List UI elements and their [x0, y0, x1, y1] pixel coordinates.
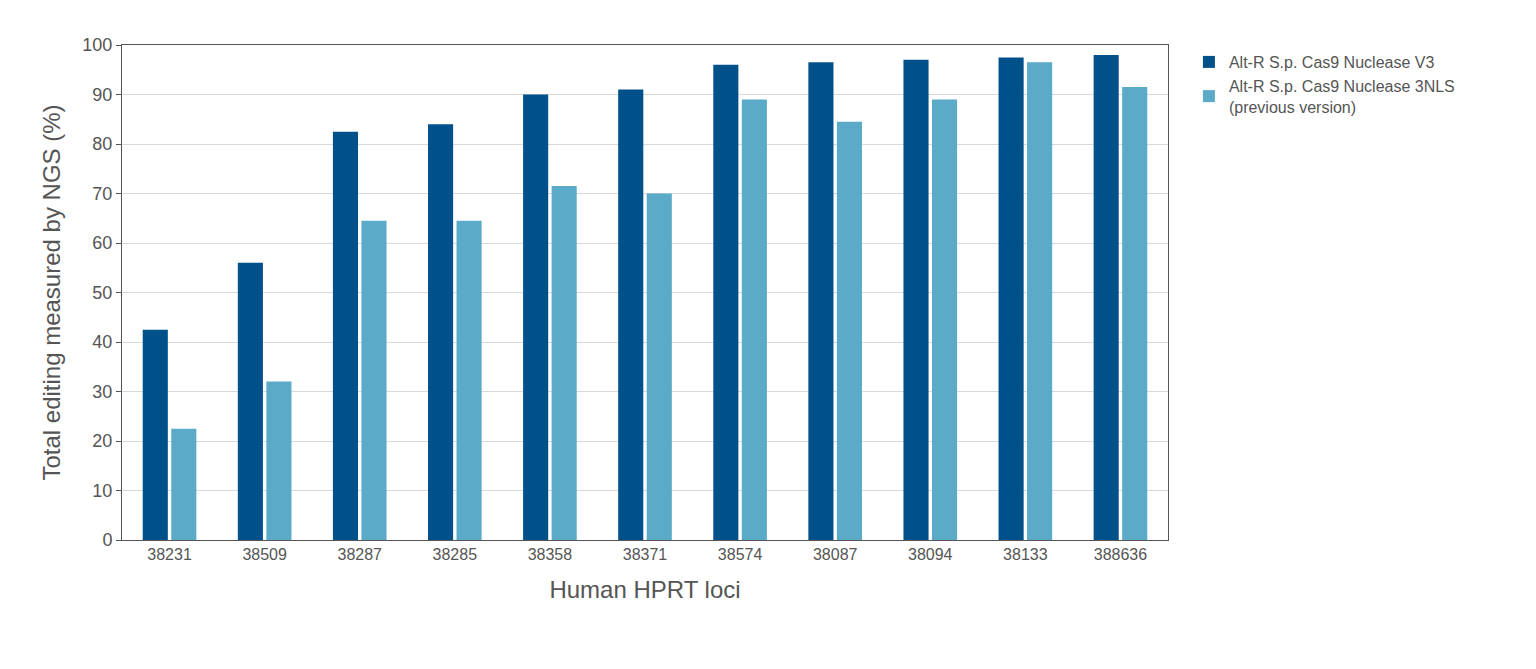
svg-text:30: 30: [92, 382, 112, 402]
svg-text:Total editing measured by NGS: Total editing measured by NGS (%): [38, 104, 65, 480]
svg-text:70: 70: [92, 184, 112, 204]
svg-text:80: 80: [92, 134, 112, 154]
svg-text:38287: 38287: [337, 546, 382, 563]
svg-text:38231: 38231: [147, 546, 192, 563]
svg-text:60: 60: [92, 233, 112, 253]
svg-text:388636: 388636: [1094, 546, 1147, 563]
svg-text:38509: 38509: [242, 546, 287, 563]
svg-text:Human HPRT loci: Human HPRT loci: [549, 576, 740, 603]
svg-text:38094: 38094: [908, 546, 953, 563]
svg-text:10: 10: [92, 481, 112, 501]
svg-text:38574: 38574: [718, 546, 763, 563]
svg-text:38358: 38358: [528, 546, 573, 563]
svg-text:20: 20: [92, 431, 112, 451]
svg-text:0: 0: [102, 530, 112, 550]
svg-text:Alt-R S.p. Cas9 Nuclease 3NLS(: Alt-R S.p. Cas9 Nuclease 3NLS(previous v…: [1229, 78, 1455, 116]
svg-text:90: 90: [92, 85, 112, 105]
svg-text:Alt-R S.p. Cas9 Nuclease V3: Alt-R S.p. Cas9 Nuclease V3: [1229, 54, 1435, 71]
svg-text:38371: 38371: [623, 546, 668, 563]
svg-text:38285: 38285: [433, 546, 478, 563]
svg-text:40: 40: [92, 332, 112, 352]
svg-text:38087: 38087: [813, 546, 858, 563]
svg-text:100: 100: [82, 35, 112, 55]
svg-text:38133: 38133: [1003, 546, 1048, 563]
svg-text:50: 50: [92, 283, 112, 303]
